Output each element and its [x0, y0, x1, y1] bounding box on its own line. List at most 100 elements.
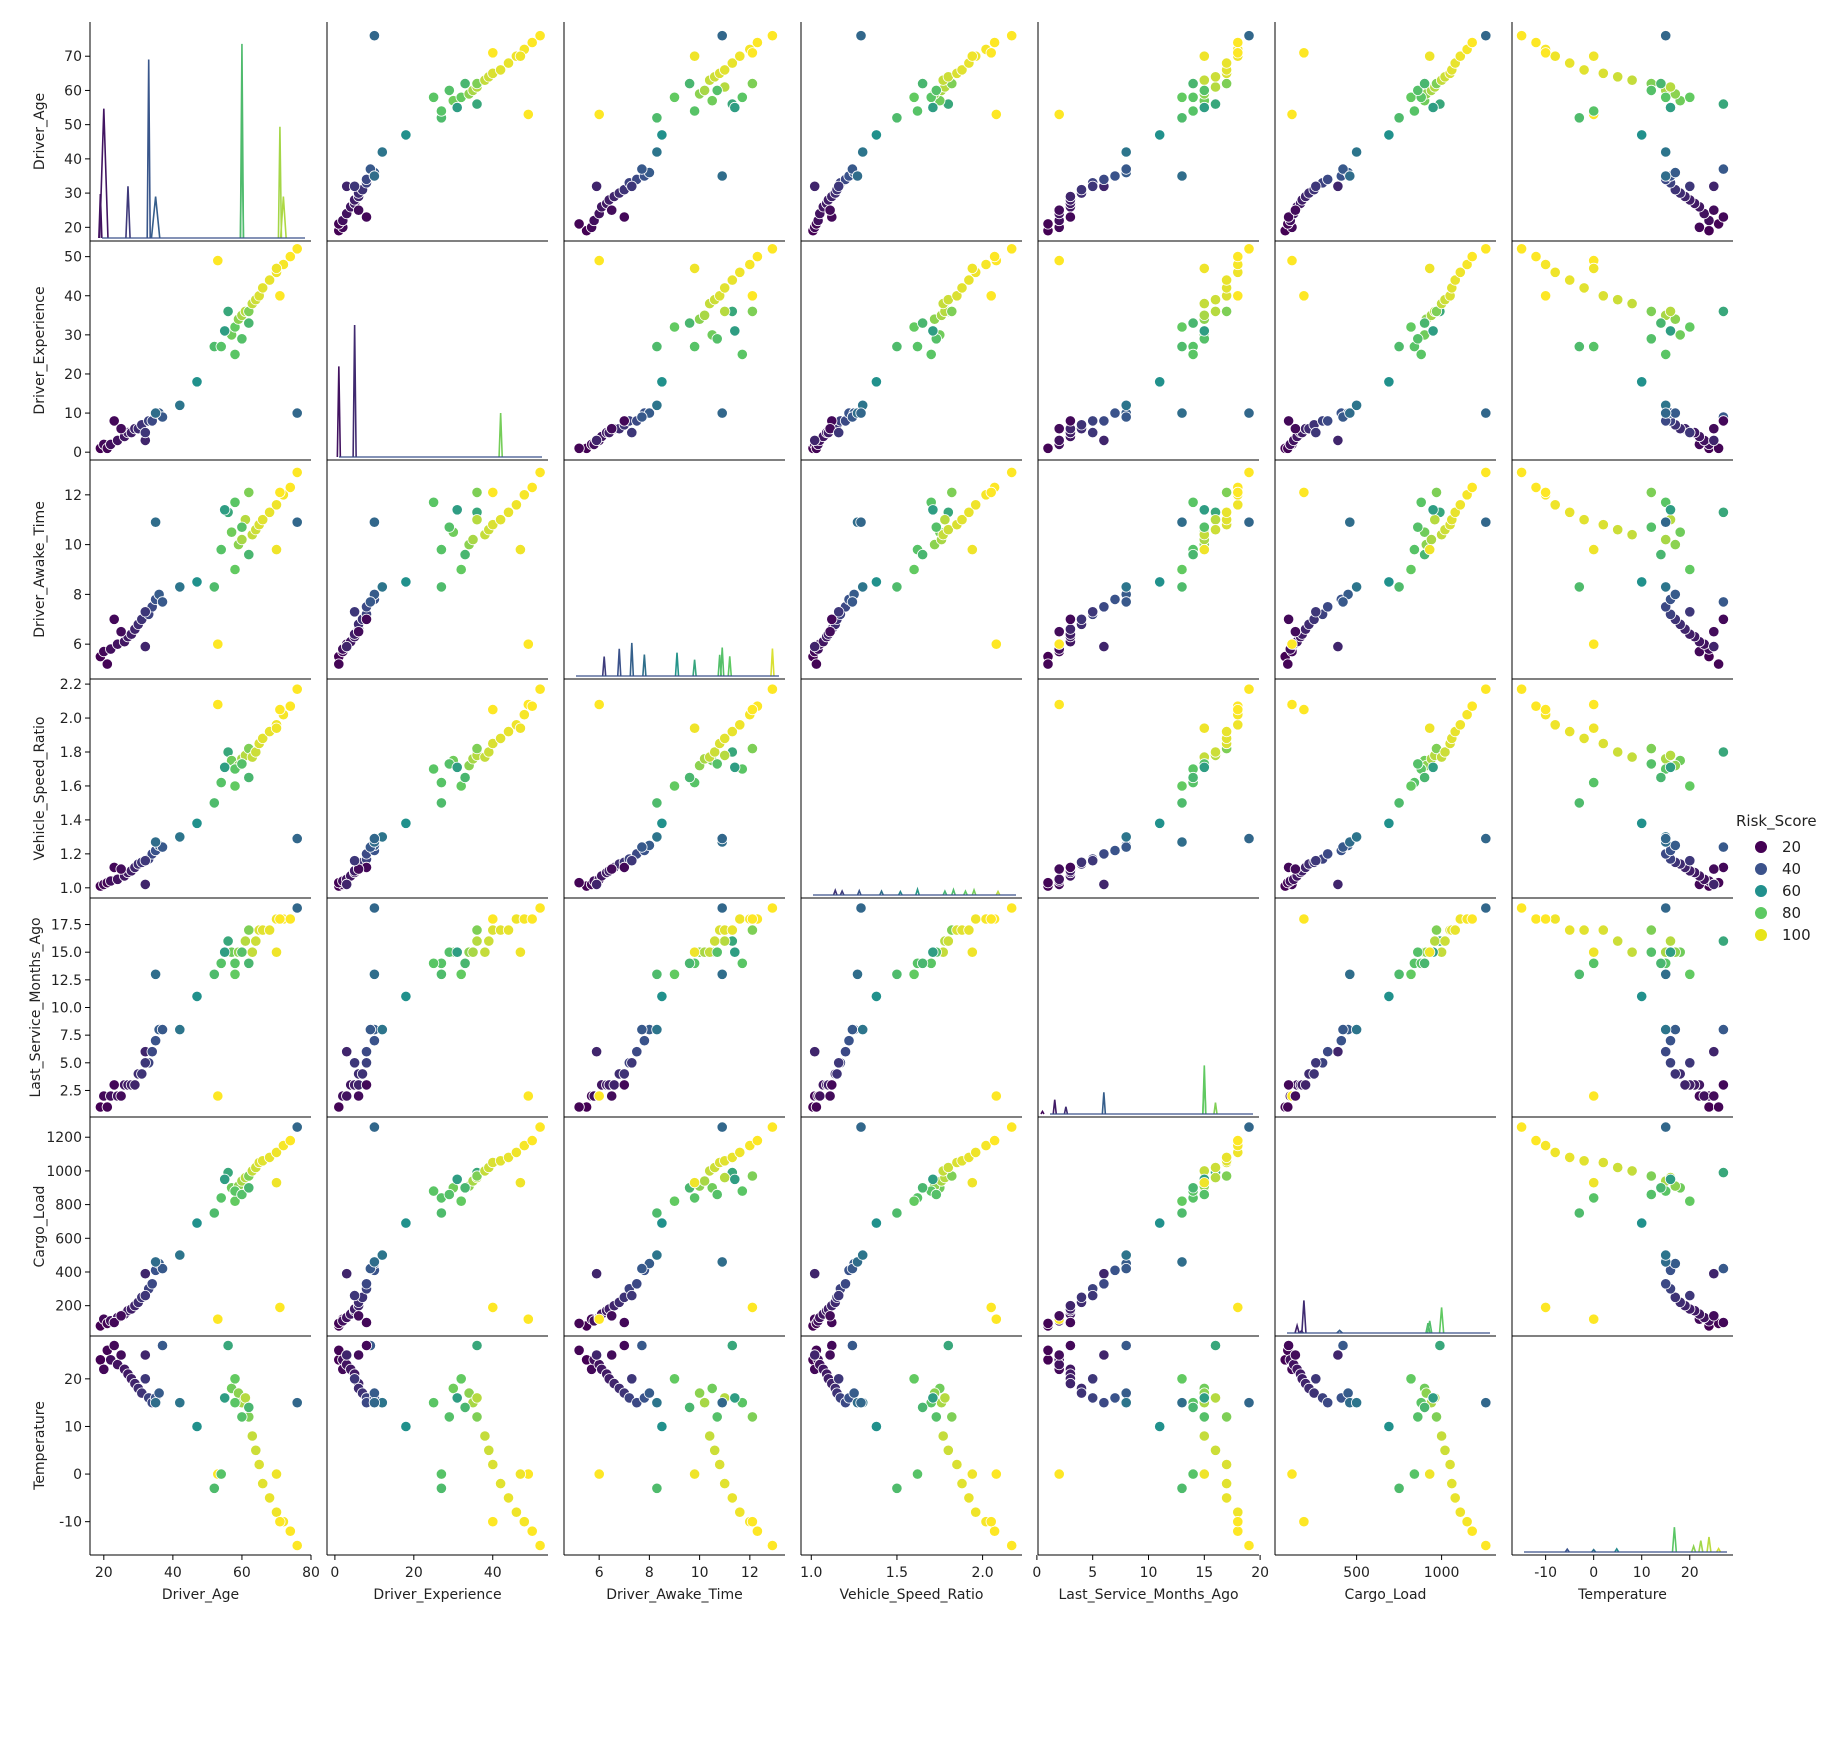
scatter-point [618, 1339, 630, 1352]
scatter-point [1588, 946, 1600, 958]
scatter-point [284, 700, 296, 712]
scatter-point [208, 1482, 220, 1494]
scatter-point [1283, 1339, 1295, 1352]
scatter-point [726, 274, 738, 286]
x-tick-label: 20 [1681, 1565, 1699, 1581]
scatter-point [360, 1278, 373, 1290]
scatter-point [1087, 606, 1099, 618]
scatter-point [471, 486, 483, 498]
scatter-point [1717, 163, 1730, 175]
scatter-point [514, 1177, 527, 1189]
scatter-point [471, 1170, 483, 1182]
scatter-point [1109, 407, 1121, 419]
kde-peak [1298, 1329, 1304, 1334]
scatter-point [1232, 703, 1244, 716]
scatter-point [236, 1188, 248, 1201]
scatter-point [1075, 856, 1088, 868]
scatter-point [956, 1478, 968, 1490]
scatter-point [1351, 581, 1363, 593]
scatter-point [459, 957, 471, 969]
scatter-point [1660, 1278, 1672, 1290]
kde-peak [995, 889, 1001, 896]
scatter-point [1636, 817, 1648, 829]
scatter-point [1006, 1539, 1018, 1552]
scatter-point [1717, 613, 1730, 625]
scatter-point [1405, 321, 1417, 333]
scatter-point [626, 1290, 638, 1302]
scatter-point [809, 640, 821, 653]
scatter-point [851, 968, 864, 980]
scatter-point [1310, 1057, 1322, 1069]
scatter-point [471, 514, 483, 526]
scatter-point [1120, 1397, 1132, 1409]
kde-peak [1040, 1109, 1045, 1115]
scatter-point [1176, 112, 1188, 124]
y-tick-label: 40 [64, 152, 82, 168]
scatter-point [1221, 274, 1233, 286]
scatter-point [534, 683, 546, 695]
scatter-point [766, 243, 779, 255]
scatter-point [1087, 1392, 1099, 1404]
scatter-point [1669, 167, 1681, 179]
scatter-point [927, 101, 939, 114]
scatter-point [1176, 340, 1188, 353]
scatter-point [427, 1397, 440, 1409]
scatter-point [937, 1430, 949, 1442]
scatter-point [284, 913, 296, 925]
scatter-point [1645, 333, 1657, 345]
scatter-point [150, 1397, 162, 1409]
scatter-point [1573, 968, 1585, 980]
subplot-Driver_Experience-vs-Driver_Age: 0 10 20 30 40 50 Driver_Experience [32, 241, 311, 461]
scatter-point [608, 1079, 620, 1091]
scatter-point [656, 990, 668, 1003]
scatter-point [824, 204, 836, 216]
scatter-point [341, 878, 353, 891]
scatter-point [1221, 57, 1233, 69]
scatter-point [573, 1317, 585, 1330]
legend-item: 80 [1736, 902, 1828, 924]
scatter-point [427, 1185, 440, 1197]
scatter-point [215, 1468, 227, 1480]
scatter-point [1549, 913, 1561, 925]
scatter-point [1310, 180, 1322, 192]
scatter-point [94, 1354, 107, 1366]
scatter-point [966, 50, 978, 62]
x-tick-label: 15 [1195, 1565, 1213, 1581]
scatter-point [139, 1057, 151, 1069]
scatter-point [156, 596, 169, 608]
scatter-point [1429, 935, 1441, 947]
scatter-point [942, 1339, 954, 1352]
scatter-point [1232, 47, 1244, 59]
scatter-point [930, 1411, 942, 1423]
legend-item: 40 [1736, 858, 1828, 880]
scatter-point [1549, 499, 1561, 511]
scatter-point [1669, 1258, 1681, 1270]
scatter-point [243, 924, 255, 936]
scatter-point [229, 1373, 241, 1385]
scatter-point [1176, 91, 1188, 103]
x-tick-label: 6 [595, 1565, 604, 1581]
scatter-point [400, 1217, 412, 1229]
scatter-point [1684, 606, 1696, 618]
scatter-point [284, 1525, 296, 1537]
scatter-point [746, 78, 759, 90]
scatter-point [487, 1301, 499, 1314]
scatter-point [1564, 924, 1576, 936]
scatter-point [1480, 1397, 1492, 1409]
scatter-point [636, 1024, 648, 1036]
scatter-point [1645, 946, 1657, 958]
scatter-point [1713, 658, 1725, 670]
scatter-point [1516, 466, 1528, 478]
scatter-point [487, 47, 499, 59]
scatter-point [946, 305, 958, 317]
scatter-point [719, 305, 731, 317]
scatter-point [766, 30, 779, 42]
scatter-point [851, 170, 864, 182]
scatter-point [1636, 376, 1648, 388]
scatter-point [1383, 990, 1395, 1003]
scatter-point [668, 1195, 681, 1207]
scatter-point [1564, 506, 1576, 518]
scatter-point [502, 1492, 515, 1504]
scatter-point [1612, 1161, 1624, 1174]
scatter-point [1053, 255, 1065, 267]
